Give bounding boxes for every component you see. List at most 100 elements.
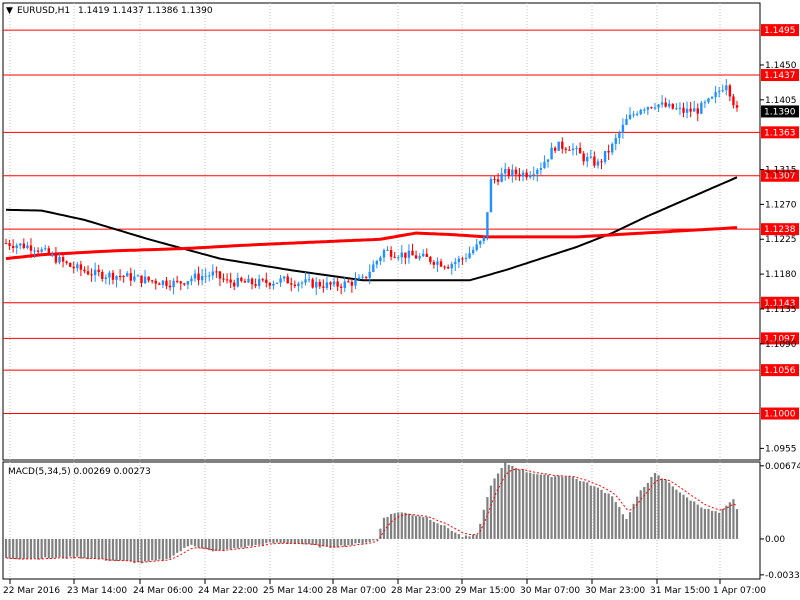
- macd-bar: [44, 538, 47, 558]
- y-tick-label: 1.1135: [765, 305, 797, 315]
- candle-body: [596, 161, 600, 166]
- candle-body: [546, 159, 550, 162]
- candle-body: [593, 156, 596, 166]
- candle-body: [507, 169, 510, 176]
- macd-bar: [350, 538, 353, 546]
- candle-body: [550, 147, 553, 160]
- collapse-arrow-icon[interactable]: ▼: [6, 6, 13, 16]
- macd-bar: [283, 538, 286, 544]
- macd-bar: [336, 538, 339, 548]
- candle-body: [65, 261, 68, 263]
- x-tick-label: 28 Mar 23:00: [391, 586, 451, 596]
- macd-bar: [468, 536, 471, 539]
- candle-body: [336, 281, 339, 287]
- candle-body: [386, 250, 389, 252]
- macd-bar: [496, 473, 500, 539]
- macd-bar: [397, 512, 400, 539]
- macd-bar: [393, 513, 396, 539]
- candle-body: [286, 276, 289, 284]
- macd-bar: [646, 482, 649, 539]
- macd-histogram: [4, 462, 739, 564]
- candle-body: [557, 141, 560, 151]
- candle-body: [243, 280, 247, 283]
- candle-body: [44, 248, 47, 250]
- macd-bar: [108, 538, 111, 561]
- macd-bar: [436, 523, 439, 539]
- macd-bar: [354, 538, 357, 544]
- macd-bar: [707, 508, 710, 539]
- candle-body: [414, 255, 418, 259]
- macd-bar: [186, 538, 189, 547]
- macd-bar: [511, 465, 514, 539]
- candle-body: [222, 278, 225, 280]
- macd-bar: [151, 538, 154, 561]
- candle-body: [564, 148, 568, 150]
- macd-bar: [557, 475, 560, 539]
- macd-bar: [561, 476, 564, 539]
- moving-average-fast: [5, 226, 738, 261]
- candle-body: [272, 283, 275, 286]
- macd-bar: [607, 493, 610, 539]
- macd-bar: [571, 477, 575, 539]
- macd-bar: [575, 478, 578, 539]
- level-tag: [761, 169, 799, 182]
- candle-body: [528, 175, 532, 178]
- candle-body: [197, 273, 200, 281]
- macd-bar: [111, 538, 115, 561]
- level-tag-label: 1.1363: [764, 128, 796, 138]
- macd-bar: [332, 538, 336, 548]
- candle-body: [304, 279, 307, 283]
- macd-bar: [40, 538, 43, 560]
- candle-body: [108, 272, 111, 278]
- x-tick-label: 30 Mar 23:00: [585, 586, 645, 596]
- candle-body: [361, 276, 364, 278]
- candle-body: [732, 96, 735, 106]
- candle-body: [179, 281, 182, 284]
- candle-body: [586, 157, 589, 162]
- candle-body: [26, 245, 29, 249]
- macd-bar: [525, 472, 528, 539]
- candle-body: [575, 147, 578, 149]
- macd-bar: [12, 538, 15, 559]
- macd-bar: [325, 538, 329, 547]
- candle-body: [4, 243, 8, 245]
- macd-bar: [79, 538, 82, 559]
- candle-body: [136, 275, 140, 277]
- candle-body: [422, 253, 425, 257]
- candle-body: [29, 245, 33, 251]
- macd-bar: [258, 538, 261, 545]
- candle-body: [54, 254, 58, 263]
- candle-body: [193, 273, 197, 279]
- candle-body: [104, 277, 108, 279]
- level-tag-label: 1.1143: [764, 299, 796, 309]
- candle-body: [165, 280, 168, 286]
- y-tick-label: 1.0955: [765, 444, 797, 454]
- current-price-label: 1.1390: [764, 107, 796, 117]
- candle-body: [215, 271, 218, 273]
- candle-body: [151, 280, 154, 282]
- y-tick-label: 1.1405: [765, 96, 797, 106]
- macd-bar: [489, 485, 493, 539]
- macd-bar: [54, 538, 58, 558]
- candle-body: [446, 267, 450, 269]
- macd-bar: [386, 516, 389, 539]
- candle-body: [168, 285, 172, 288]
- candle-body: [689, 108, 692, 112]
- candle-body: [19, 243, 22, 246]
- macd-bar: [61, 538, 65, 559]
- candle-body: [118, 275, 122, 277]
- macd-bar: [450, 530, 453, 539]
- macd-bar: [671, 486, 674, 539]
- x-tick-label: 24 Mar 06:00: [133, 586, 193, 596]
- macd-bar: [158, 538, 161, 560]
- candle-body: [297, 283, 300, 287]
- macd-bar: [168, 538, 172, 559]
- moving-average-slow: [5, 176, 738, 282]
- candle-body: [79, 264, 83, 270]
- candle-body: [618, 132, 621, 139]
- macd-bar: [586, 482, 589, 539]
- candle-body: [657, 104, 660, 108]
- candle-body: [101, 272, 104, 279]
- macd-bar: [297, 538, 300, 544]
